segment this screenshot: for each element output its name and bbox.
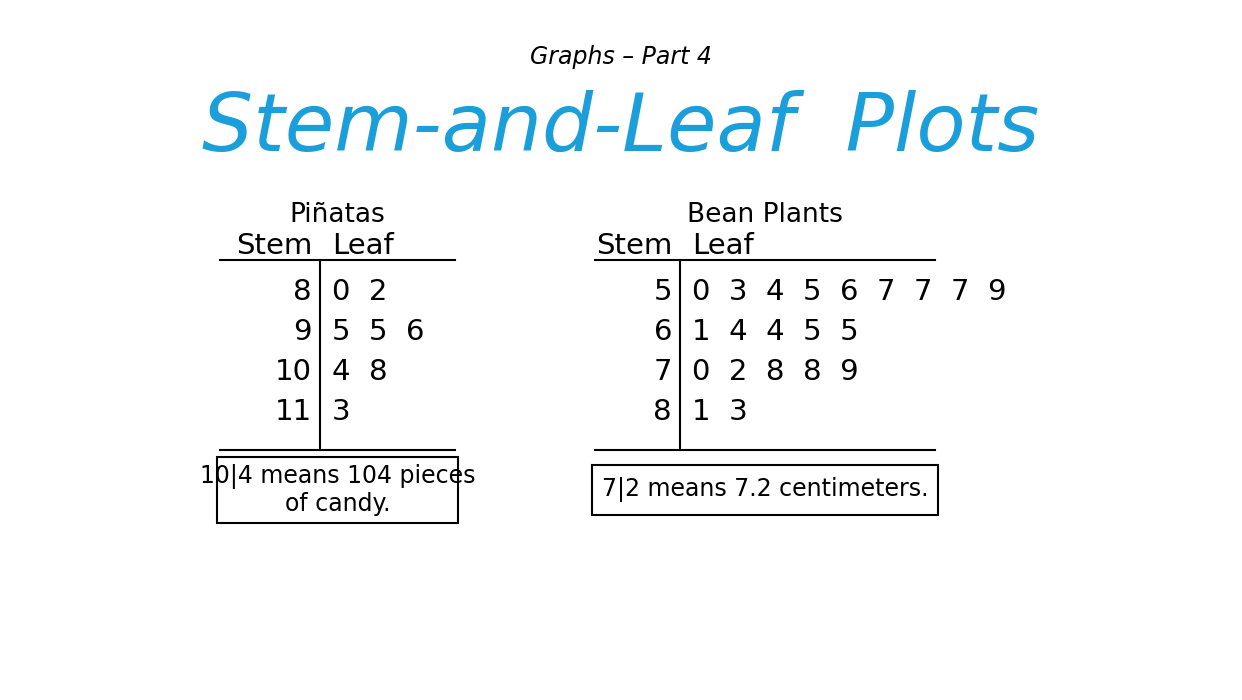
Text: Bean Plants: Bean Plants xyxy=(687,202,843,228)
Text: 8: 8 xyxy=(293,278,312,306)
Text: Piñatas: Piñatas xyxy=(289,202,385,228)
Text: 3: 3 xyxy=(332,398,350,426)
Text: 5  5  6: 5 5 6 xyxy=(332,318,425,346)
Text: 0  2  8  8  9: 0 2 8 8 9 xyxy=(692,358,858,386)
Text: Leaf: Leaf xyxy=(692,232,754,260)
Text: 10|4 means 104 pieces
of candy.: 10|4 means 104 pieces of candy. xyxy=(200,463,476,517)
Text: 6: 6 xyxy=(653,318,672,346)
Text: 9: 9 xyxy=(293,318,312,346)
Text: 1  4  4  5  5: 1 4 4 5 5 xyxy=(692,318,858,346)
Text: 5: 5 xyxy=(653,278,672,306)
Text: 4  8: 4 8 xyxy=(332,358,388,386)
Text: 8: 8 xyxy=(653,398,672,426)
FancyBboxPatch shape xyxy=(217,457,458,523)
Text: 11: 11 xyxy=(274,398,312,426)
FancyBboxPatch shape xyxy=(592,465,938,515)
Text: 7|2 means 7.2 centimeters.: 7|2 means 7.2 centimeters. xyxy=(602,477,928,503)
Text: Stem: Stem xyxy=(596,232,672,260)
Text: 7: 7 xyxy=(653,358,672,386)
Text: 0  3  4  5  6  7  7  7  9: 0 3 4 5 6 7 7 7 9 xyxy=(692,278,1006,306)
Text: Stem: Stem xyxy=(236,232,312,260)
Text: Graphs – Part 4: Graphs – Part 4 xyxy=(530,45,712,69)
Text: 0  2: 0 2 xyxy=(332,278,388,306)
Text: Stem-and-Leaf  Plots: Stem-and-Leaf Plots xyxy=(202,90,1040,168)
Text: 10: 10 xyxy=(274,358,312,386)
Text: Leaf: Leaf xyxy=(332,232,394,260)
Text: 1  3: 1 3 xyxy=(692,398,748,426)
